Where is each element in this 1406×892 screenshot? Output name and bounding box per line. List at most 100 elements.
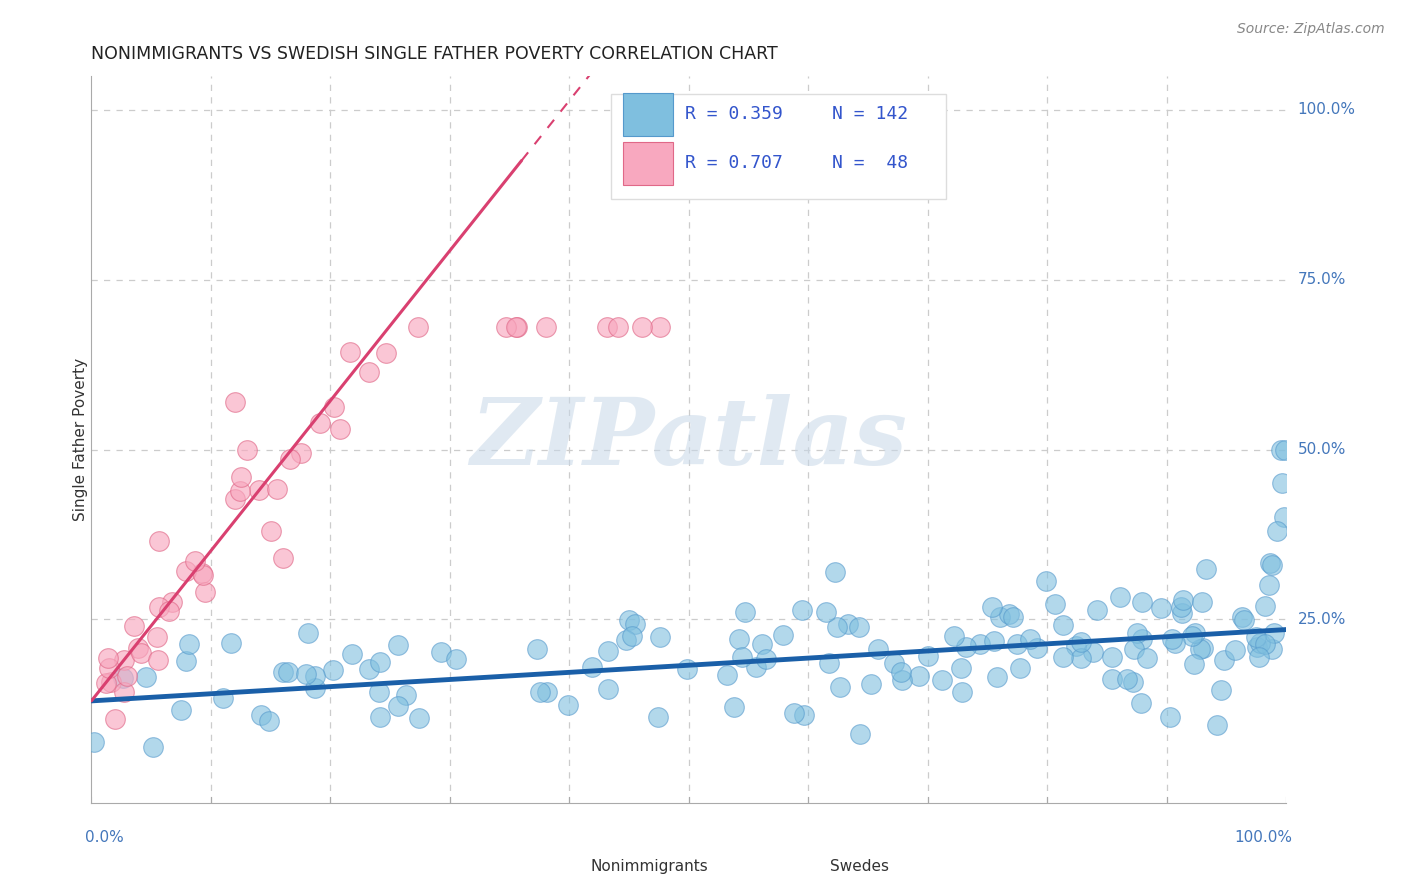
Point [1181,628,1204,642]
Point [751,637,773,651]
Point [430,645,453,659]
Point [969,637,991,651]
Point [266,482,288,496]
Point [340,648,363,662]
Point [495,320,517,334]
Point [1263,625,1285,640]
Point [1249,649,1271,664]
Point [229,470,252,484]
Point [1195,562,1218,576]
Point [1272,510,1295,524]
Point [368,710,391,724]
Point [648,320,671,334]
Point [387,638,409,652]
Text: Swedes: Swedes [830,859,889,874]
Text: 25.0%: 25.0% [1298,612,1346,627]
Point [1244,630,1267,644]
Text: Nonimmigrants: Nonimmigrants [591,859,709,874]
Point [848,620,870,634]
Point [1002,610,1025,624]
Point [790,602,813,616]
Point [408,710,430,724]
Point [367,685,389,699]
Point [943,629,966,643]
Point [607,320,630,334]
Point [990,610,1012,624]
Point [506,320,529,334]
Point [534,320,557,334]
Point [581,660,603,674]
Point [1171,593,1194,607]
Point [728,632,751,646]
Point [294,667,316,681]
Point [817,656,839,670]
Point [259,524,281,538]
Point [169,703,191,717]
Point [505,320,527,334]
Point [224,395,246,409]
Point [621,629,644,643]
Point [1052,617,1074,632]
Point [1253,637,1275,651]
Point [950,684,973,698]
Point [825,620,848,634]
Text: NONIMMIGRANTS VS SWEDISH SINGLE FATHER POVERTY CORRELATION CHART: NONIMMIGRANTS VS SWEDISH SINGLE FATHER P… [91,45,778,63]
Point [1064,639,1087,653]
Point [824,565,846,579]
Point [1164,635,1187,649]
Point [259,714,281,728]
Point [1125,626,1147,640]
Point [148,533,170,548]
Point [868,641,890,656]
Point [1026,641,1049,656]
Point [1122,675,1144,690]
Point [1189,642,1212,657]
Point [1035,574,1057,589]
Point [112,653,135,667]
Point [395,689,418,703]
Point [1130,697,1153,711]
Point [135,670,157,684]
Point [1206,718,1229,732]
FancyBboxPatch shape [776,852,827,882]
Point [278,451,301,466]
Point [1232,609,1254,624]
Point [94,676,117,690]
Point [235,442,259,457]
Text: 100.0%: 100.0% [1234,830,1292,845]
Point [122,618,145,632]
Point [1246,640,1268,655]
Text: 100.0%: 100.0% [1298,103,1355,117]
Point [849,727,872,741]
Point [529,685,551,699]
Point [731,650,754,665]
Point [891,673,914,687]
Point [100,674,122,689]
Point [1212,653,1234,667]
FancyBboxPatch shape [612,94,946,200]
Point [986,670,1008,684]
Point [526,642,548,657]
Point [815,606,838,620]
Point [734,605,756,619]
Point [1274,442,1296,457]
Text: 50.0%: 50.0% [1298,442,1346,457]
Point [250,708,273,723]
Point [623,617,645,632]
Point [998,607,1021,622]
Point [174,654,197,668]
Point [828,680,851,694]
Point [339,344,361,359]
Text: 75.0%: 75.0% [1298,272,1346,287]
Point [1257,578,1279,592]
Point [793,708,815,723]
Point [1087,602,1109,616]
Point [387,698,409,713]
Point [304,681,326,695]
Point [271,551,294,566]
Point [174,564,197,578]
Point [650,630,672,644]
Point [160,594,183,608]
Point [596,320,619,334]
Point [444,652,467,666]
